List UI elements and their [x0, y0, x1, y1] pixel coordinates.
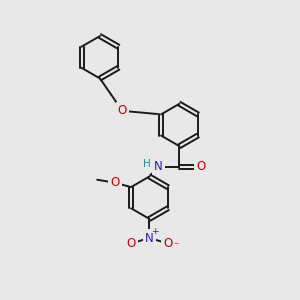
Text: O: O: [163, 237, 172, 250]
Text: N: N: [154, 160, 163, 173]
Text: +: +: [152, 227, 159, 236]
Text: N: N: [145, 232, 154, 244]
Text: O: O: [118, 104, 127, 117]
Text: H: H: [143, 159, 151, 170]
Text: O: O: [110, 176, 119, 189]
Text: O: O: [196, 160, 205, 173]
Text: O: O: [127, 237, 136, 250]
Text: ⁻: ⁻: [173, 241, 179, 251]
